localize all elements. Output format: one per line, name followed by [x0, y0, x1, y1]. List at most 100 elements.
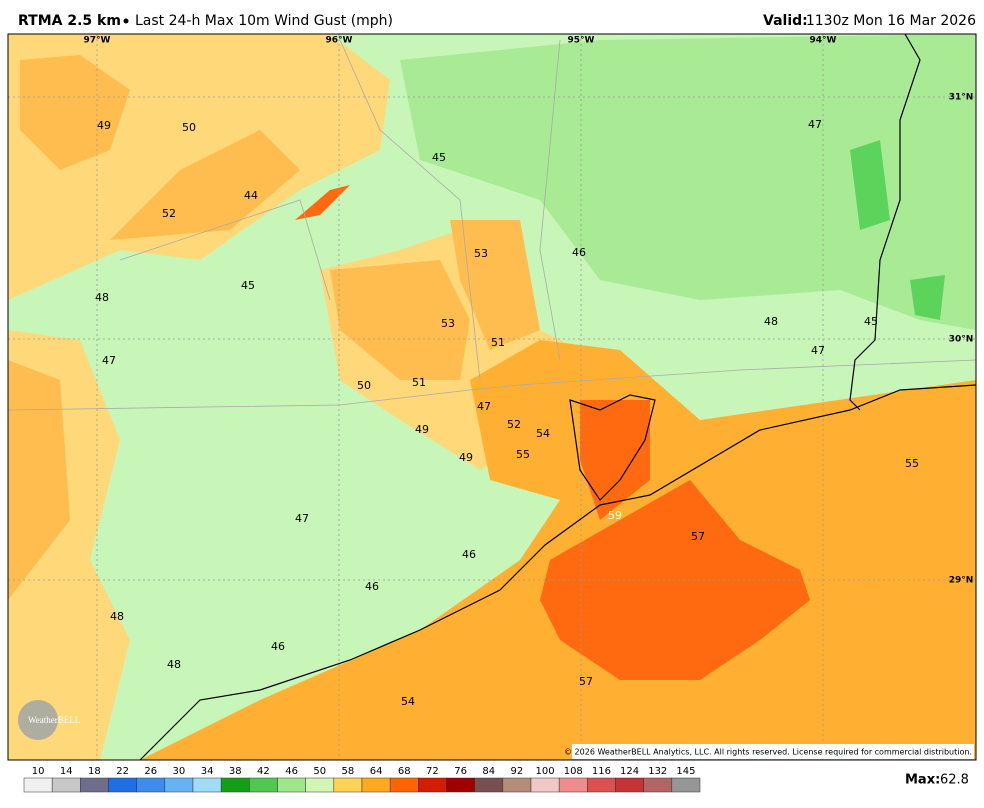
station-value: 46	[572, 246, 586, 259]
station-value: 48	[764, 315, 778, 328]
colorbar-cell	[136, 777, 166, 793]
station-value: 51	[491, 336, 505, 349]
colorbar-label: 14	[60, 766, 73, 777]
colorbar-cell	[249, 777, 278, 793]
colorbar-label: 124	[620, 766, 639, 777]
colorbar-cell	[192, 777, 222, 793]
colorbar-cell	[418, 777, 447, 793]
station-value: 55	[516, 448, 530, 461]
colorbar-cell	[333, 777, 363, 793]
copyright-bg	[572, 744, 974, 759]
station-value: 53	[474, 247, 488, 260]
colorbar-cell	[220, 777, 250, 793]
subtitle: Last 24-h Max 10m Wind Gust (mph)	[135, 13, 393, 29]
max-value: 62.8	[940, 773, 969, 788]
map-frame	[7, 33, 977, 761]
station-value: 45	[241, 279, 255, 292]
colorbar-cell	[558, 777, 588, 793]
latitude-label: 31°N	[949, 93, 974, 103]
colorbar-label: 34	[201, 766, 214, 777]
station-value: 57	[691, 530, 705, 543]
colorbar-label: 116	[592, 766, 611, 777]
station-value: 47	[102, 354, 116, 367]
station-value: 52	[162, 207, 176, 220]
colorbar-cell	[23, 777, 53, 793]
station-value: 54	[536, 427, 550, 440]
colorbar-label: 30	[173, 766, 186, 777]
station-value: 48	[167, 658, 181, 671]
station-value: 51	[412, 376, 426, 389]
station-value: 50	[357, 379, 371, 392]
logo: WeatherBELL	[28, 715, 80, 725]
station-value: 44	[244, 189, 258, 202]
longitude-label: 96°W	[326, 36, 353, 46]
station-value: 46	[365, 580, 379, 593]
station-value: 46	[271, 640, 285, 653]
colorbar-label: 72	[426, 766, 439, 777]
colorbar-label: 132	[648, 766, 667, 777]
colorbar-cell	[361, 777, 391, 793]
station-value: 50	[182, 121, 196, 134]
latitude-label: 29°N	[949, 576, 974, 586]
colorbar-label: 100	[536, 766, 555, 777]
colorbar-label: 145	[676, 766, 695, 777]
valid-time: 1130z Mon 16 Mar 2026	[806, 13, 976, 29]
colorbar-cell	[643, 777, 673, 793]
colorbar-cell	[671, 777, 701, 793]
colorbar-cell	[80, 777, 109, 793]
station-value: 55	[905, 457, 919, 470]
colorbar-label: 108	[564, 766, 583, 777]
colorbar-label: 76	[454, 766, 467, 777]
colorbar-cell	[108, 777, 137, 793]
title: RTMA 2.5 km	[18, 13, 121, 29]
colorbar-label: 38	[229, 766, 242, 777]
valid-label: Valid:	[763, 13, 808, 29]
colorbar-cell	[530, 777, 560, 793]
max-label: Max:	[905, 773, 940, 788]
colorbar-label: 26	[144, 766, 157, 777]
colorbar-label: 22	[116, 766, 129, 777]
station-value: 46	[462, 548, 476, 561]
colorbar-label: 92	[511, 766, 524, 777]
colorbar-cell	[587, 777, 616, 793]
station-value: 47	[477, 400, 491, 413]
station-value: 59	[608, 509, 622, 522]
colorbar-label: 18	[88, 766, 101, 777]
colorbar-cell	[305, 777, 335, 793]
station-value: 45	[432, 151, 446, 164]
colorbar-cell	[502, 777, 532, 793]
colorbar-cell	[389, 777, 419, 793]
station-value: 48	[110, 610, 124, 623]
station-value: 48	[95, 291, 109, 304]
colorbar-cell	[164, 777, 194, 793]
copyright: © 2026 WeatherBELL Analytics, LLC. All r…	[564, 748, 972, 757]
colorbar-label: 50	[313, 766, 326, 777]
latitude-label: 30°N	[949, 335, 974, 345]
station-value: 47	[808, 118, 822, 131]
colorbar-cell	[446, 777, 475, 793]
colorbar-label: 58	[342, 766, 355, 777]
station-value: 49	[459, 451, 473, 464]
colorbar-cell	[615, 777, 644, 793]
colorbar-label: 64	[370, 766, 383, 777]
colorbar-label: 84	[482, 766, 495, 777]
separator	[123, 18, 129, 24]
station-value: 53	[441, 317, 455, 330]
colorbar-label: 46	[285, 766, 298, 777]
logo-globe	[18, 700, 58, 740]
station-value: 54	[401, 695, 415, 708]
longitude-label: 94°W	[810, 36, 837, 46]
station-value: 49	[97, 119, 111, 132]
station-value: 45	[864, 315, 878, 328]
colorbar-label: 10	[32, 766, 45, 777]
colorbar-cell	[51, 777, 81, 793]
station-value: 47	[295, 512, 309, 525]
map-field	[8, 34, 976, 760]
longitude-label: 97°W	[84, 36, 111, 46]
longitude-label: 95°W	[568, 36, 595, 46]
station-value: 57	[579, 675, 593, 688]
station-value: 47	[811, 344, 825, 357]
station-value: 52	[507, 418, 521, 431]
station-value: 49	[415, 423, 429, 436]
